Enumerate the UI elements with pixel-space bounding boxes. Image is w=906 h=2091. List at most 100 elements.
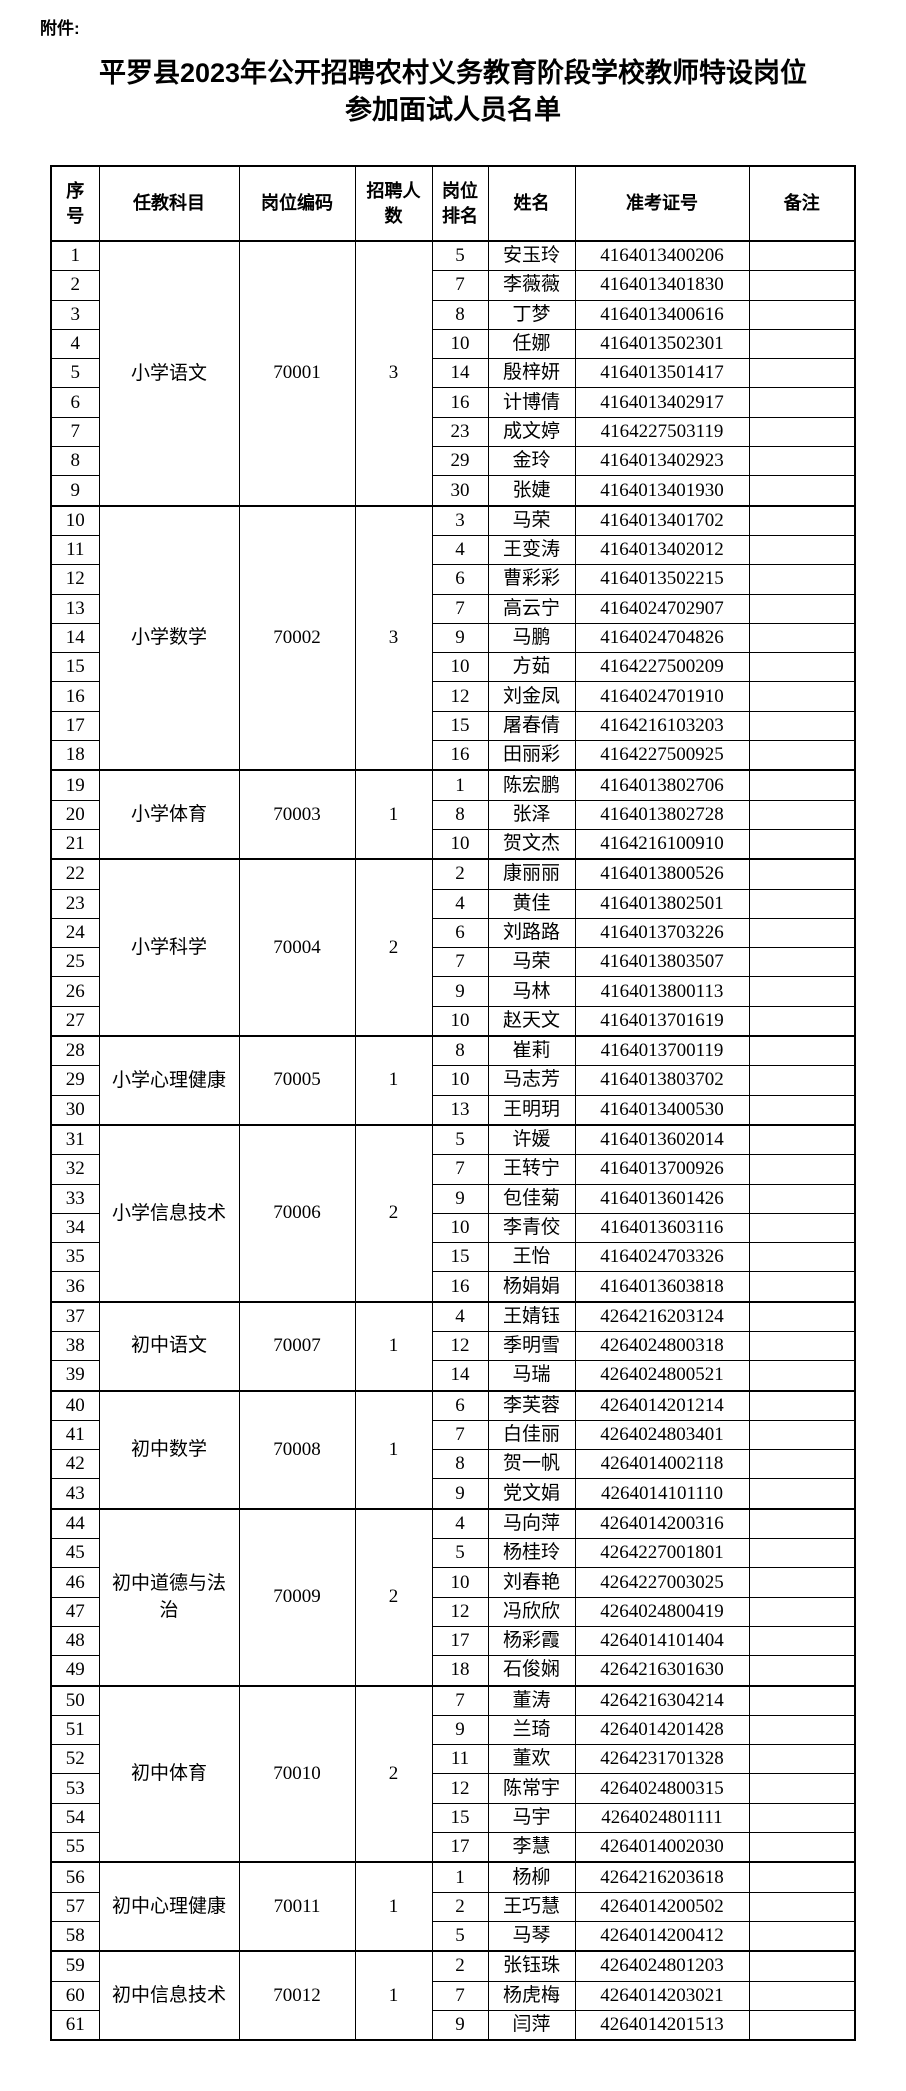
job-code-cell: 70007: [238, 1300, 356, 1392]
ticket-cell: 4164227500925: [574, 740, 750, 771]
remark-cell: [748, 504, 856, 536]
name-cell: 田丽彩: [487, 740, 576, 771]
ticket-cell: 4264024801111: [574, 1802, 750, 1834]
ticket-cell: 4164013402923: [574, 446, 750, 477]
remark-cell: [748, 1596, 856, 1627]
rank-cell: 14: [431, 1360, 489, 1392]
seq-cell: 57: [50, 1891, 100, 1922]
remark-cell: [748, 1950, 856, 1982]
seq-cell: 23: [50, 888, 100, 919]
ticket-cell: 4164013402917: [574, 387, 750, 418]
ticket-cell: 4164216100910: [574, 828, 750, 860]
seq-cell: 3: [50, 299, 100, 330]
remark-cell: [748, 1861, 856, 1893]
rank-cell: 9: [431, 1183, 489, 1214]
rank-cell: 7: [431, 947, 489, 978]
table-row: 51 9 兰琦 4264014201428: [50, 1714, 856, 1746]
remark-cell: [748, 1065, 856, 1096]
table-row: 38 12 季明雪 4264024800318: [50, 1330, 856, 1362]
rank-cell: 6: [431, 1389, 489, 1421]
name-cell: 张婕: [487, 475, 576, 507]
rank-cell: 13: [431, 1094, 489, 1126]
name-cell: 兰琦: [487, 1714, 576, 1746]
subject-cell: 初中数学: [98, 1389, 240, 1510]
name-cell: 闫萍: [487, 2009, 576, 2041]
seq-cell: 56: [50, 1861, 100, 1893]
recruit-count-cell: 2: [354, 858, 433, 1037]
seq-cell: 26: [50, 976, 100, 1007]
name-cell: 马荣: [487, 947, 576, 978]
ticket-cell: 4264014203021: [574, 1980, 750, 2011]
ticket-cell: 4164013400530: [574, 1094, 750, 1126]
table-row: 61 9 闫萍 4264014201513: [50, 2009, 856, 2041]
rank-cell: 2: [431, 858, 489, 890]
name-cell: 安玉玲: [487, 240, 576, 272]
ticket-cell: 4264024800419: [574, 1596, 750, 1627]
rank-cell: 4: [431, 888, 489, 919]
remark-cell: [748, 1183, 856, 1214]
remark-cell: [748, 888, 856, 919]
job-code-cell: 70005: [238, 1035, 356, 1126]
name-cell: 马荣: [487, 504, 576, 536]
name-cell: 王巧慧: [487, 1891, 576, 1922]
name-cell: 陈常宇: [487, 1773, 576, 1804]
remark-cell: [748, 622, 856, 654]
name-cell: 冯欣欣: [487, 1596, 576, 1627]
table-row: 28 小学心理健康 70005 1 8 崔莉 4164013700119: [50, 1035, 856, 1126]
ticket-cell: 4164013502301: [574, 328, 750, 360]
rank-cell: 10: [431, 652, 489, 683]
name-cell: 屠春倩: [487, 710, 576, 742]
name-cell: 王怡: [487, 1242, 576, 1273]
remark-cell: [748, 858, 856, 890]
ticket-cell: 4264014101404: [574, 1625, 750, 1657]
table-row: 8 29 金玲 4164013402923: [50, 446, 856, 477]
ticket-cell: 4264014002118: [574, 1449, 750, 1480]
ticket-cell: 4264014200316: [574, 1507, 750, 1540]
ticket-cell: 4264024800315: [574, 1773, 750, 1804]
name-cell: 贺一帆: [487, 1449, 576, 1480]
seq-cell: 54: [50, 1802, 100, 1834]
rank-cell: 8: [431, 799, 489, 830]
rank-cell: 5: [431, 1123, 489, 1156]
subject-cell: 小学语文: [98, 240, 240, 507]
table-row: 31 小学信息技术 70006 2 5 许媛 4164013602014: [50, 1123, 856, 1303]
rank-cell: 17: [431, 1625, 489, 1657]
rank-cell: 10: [431, 828, 489, 860]
table-row: 27 10 赵天文 4164013701619: [50, 1005, 856, 1037]
remark-cell: [748, 328, 856, 360]
table-row: 55 17 李慧 4264014002030: [50, 1832, 856, 1863]
seq-cell: 34: [50, 1212, 100, 1244]
seq-cell: 61: [50, 2009, 100, 2041]
table-row: 42 8 贺一帆 4264014002118: [50, 1449, 856, 1480]
rank-cell: 9: [431, 1714, 489, 1746]
remark-cell: [748, 1507, 856, 1540]
job-code-cell: 70003: [238, 769, 356, 860]
subject-cell: 小学体育: [98, 769, 240, 860]
ticket-cell: 4264024800318: [574, 1330, 750, 1362]
table-row: 20 8 张泽 4164013802728: [50, 799, 856, 830]
col-header-subject: 任教科目: [98, 165, 240, 242]
name-cell: 马林: [487, 976, 576, 1007]
name-cell: 马向萍: [487, 1507, 576, 1540]
remark-cell: [748, 1478, 856, 1510]
rank-cell: 4: [431, 1300, 489, 1332]
job-code-cell: 70001: [238, 240, 356, 507]
remark-cell: [748, 1832, 856, 1863]
seq-cell: 15: [50, 652, 100, 683]
table-row: 35 15 王怡 4164024703326: [50, 1242, 856, 1273]
recruit-count-cell: 1: [354, 769, 433, 860]
remark-cell: [748, 593, 856, 624]
rank-cell: 3: [431, 504, 489, 536]
seq-cell: 40: [50, 1389, 100, 1421]
table-row: 11 4 王变涛 4164013402012: [50, 534, 856, 566]
remark-cell: [748, 1330, 856, 1362]
ticket-cell: 4164013400206: [574, 240, 750, 272]
rank-cell: 15: [431, 1802, 489, 1834]
name-cell: 董涛: [487, 1684, 576, 1716]
name-cell: 李薇薇: [487, 270, 576, 301]
seq-cell: 30: [50, 1094, 100, 1126]
remark-cell: [748, 1419, 856, 1451]
seq-cell: 22: [50, 858, 100, 890]
table-row: 37 初中语文 70007 1 4 王婧钰 4264216203124: [50, 1300, 856, 1392]
seq-cell: 10: [50, 504, 100, 536]
